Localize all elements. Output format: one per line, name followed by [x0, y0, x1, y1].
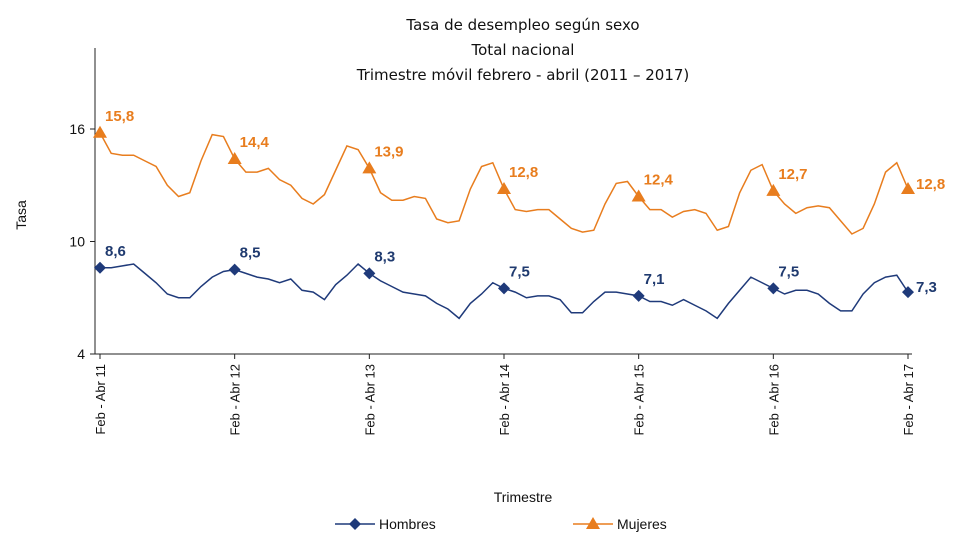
x-tick-label: Feb - Abr 12	[228, 364, 243, 436]
x-axis-title: Trimestre	[494, 489, 553, 505]
data-label: 8,6	[105, 243, 126, 260]
x-tick-label: Feb - Abr 16	[766, 364, 781, 436]
y-tick-label: 10	[69, 234, 85, 250]
x-tick-label: Feb - Abr 14	[497, 364, 512, 436]
x-tick-label: Feb - Abr 17	[901, 364, 916, 436]
marker	[93, 125, 107, 138]
marker	[498, 282, 510, 295]
y-tick-label: 16	[69, 121, 85, 137]
marker	[766, 183, 781, 196]
marker	[631, 189, 646, 202]
data-label: 8,3	[374, 248, 395, 265]
marker	[94, 261, 106, 274]
legend-label: Mujeres	[617, 516, 667, 532]
data-label: 12,7	[778, 166, 807, 183]
x-tick-label: Feb - Abr 13	[362, 364, 377, 436]
marker	[228, 263, 241, 276]
data-label: 7,5	[509, 263, 530, 280]
marker	[227, 152, 242, 164]
y-tick-label: 4	[77, 346, 85, 362]
data-label: 15,8	[105, 108, 134, 125]
legend-label: Hombres	[379, 516, 436, 532]
data-label: 12,4	[644, 172, 674, 189]
legend-marker	[349, 518, 361, 530]
marker	[497, 182, 511, 194]
chart-subtitle: Total nacional	[471, 41, 575, 59]
marker	[362, 161, 377, 174]
marker	[901, 182, 915, 194]
data-label: 7,5	[778, 263, 799, 280]
chart-title: Tasa de desempleo según sexo	[405, 16, 639, 34]
marker	[363, 267, 376, 280]
y-axis-title: Tasa	[13, 200, 29, 230]
legend-marker	[586, 517, 600, 529]
data-label: 12,8	[509, 164, 538, 181]
data-label: 7,1	[644, 271, 665, 288]
data-label: 7,3	[916, 279, 937, 296]
chart-subtitle: Trimestre móvil febrero - abril (2011 – …	[356, 66, 690, 84]
data-label: 8,5	[240, 245, 261, 262]
marker	[902, 286, 914, 299]
data-label: 14,4	[240, 134, 270, 151]
data-label: 13,9	[374, 143, 403, 160]
data-label: 12,8	[916, 176, 945, 193]
marker	[767, 282, 780, 295]
x-tick-label: Feb - Abr 11	[93, 364, 108, 435]
x-tick-label: Feb - Abr 15	[632, 364, 647, 436]
marker	[632, 289, 645, 302]
